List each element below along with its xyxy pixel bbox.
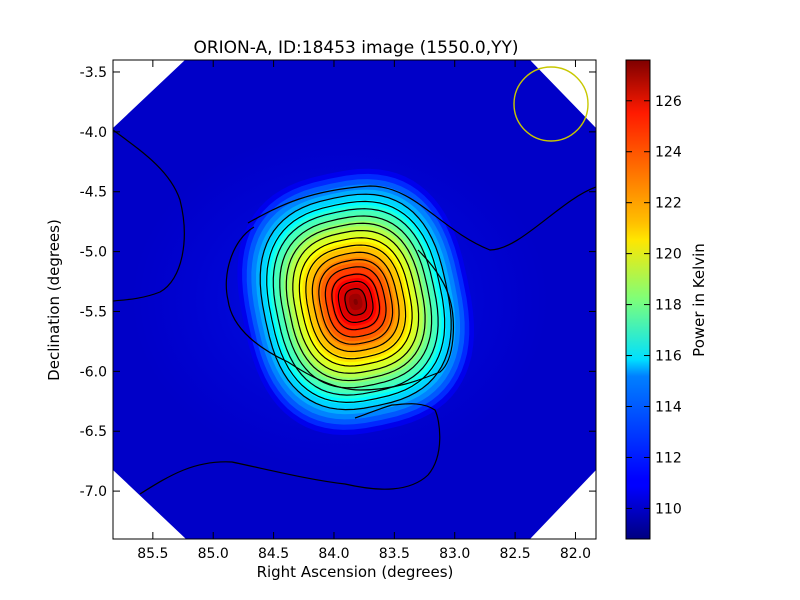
contour-line (331, 273, 381, 331)
y-tick-label: -5.5 (80, 304, 107, 320)
x-tick-label: 83.5 (379, 546, 410, 562)
contour-line (298, 237, 413, 367)
contour-level (266, 200, 446, 403)
contour-line (337, 280, 374, 323)
plot-area (112, 59, 597, 540)
beam-circle (513, 66, 589, 142)
colorbar-tick-label: 116 (655, 349, 682, 365)
contour-line (285, 222, 426, 382)
contour-line (292, 229, 420, 374)
x-tick-label: 84.5 (258, 546, 289, 562)
colorbar-tick-label: 122 (655, 196, 682, 212)
contour-line (272, 208, 439, 396)
chart-title: ORION-A, ID:18453 image (1550.0,YY) (193, 38, 518, 58)
contour-level (259, 193, 452, 411)
contour-level (344, 288, 368, 316)
y-tick-label: -4.0 (80, 125, 107, 141)
contour-line (279, 215, 433, 389)
y-tick-label: -3.5 (80, 65, 107, 81)
y-tick-label: -6.5 (80, 424, 107, 440)
emission-band (353, 298, 358, 305)
contour-level (285, 222, 426, 382)
contour-line (311, 251, 400, 353)
y-tick-label: -6.0 (80, 364, 107, 380)
x-tick-label: 85.0 (198, 546, 229, 562)
x-tick-label: 85.5 (137, 546, 168, 562)
blank-corner-bottom-right (530, 470, 596, 539)
contour-level (311, 251, 400, 353)
contour-level (318, 258, 394, 345)
contour-line (344, 288, 368, 316)
contour-left-blob (113, 129, 185, 302)
y-tick-label: -4.5 (80, 185, 107, 201)
colorbar-gradient (625, 59, 651, 540)
colorbar-tick-label: 118 (655, 298, 682, 314)
colorbar-label: Power in Kelvin (690, 243, 708, 357)
contour-lower (139, 403, 441, 495)
colorbar-tick-label: 120 (655, 247, 682, 263)
blank-corner-top-left (113, 60, 185, 128)
contour-line (318, 258, 394, 345)
contours (113, 129, 596, 495)
x-tick-label: 83.0 (439, 546, 470, 562)
y-axis: -3.5 -4.0 -4.5 -5.0 -5.5 -6.0 -6.5 -7.0 (80, 65, 596, 500)
colorbar-ticks: 110 112 114 116 118 120 122 124 126 (626, 94, 682, 517)
y-tick-label: -7.0 (80, 484, 107, 500)
contour-line (259, 193, 452, 411)
contour-level (324, 266, 387, 338)
contour-level (279, 215, 433, 389)
contour-line (305, 244, 407, 360)
contour-level (298, 237, 413, 367)
contour-line (266, 200, 446, 403)
y-tick-label: -5.0 (80, 245, 107, 261)
colorbar: 110 112 114 116 118 120 122 124 126 Power in Kel… (625, 59, 708, 540)
plot-frame (112, 59, 597, 540)
blank-corner-top-right (530, 60, 596, 128)
blank-corner-bottom-left (113, 470, 186, 539)
colorbar-tick-label: 112 (655, 450, 682, 466)
contour-level (305, 244, 407, 360)
colorbar-tick-label: 110 (655, 501, 682, 517)
source-contours (259, 193, 452, 411)
x-tick-label: 82.5 (500, 546, 531, 562)
contour-level (292, 229, 420, 374)
contour-line (324, 266, 387, 338)
contour-outer (225, 185, 596, 391)
contour-level (331, 273, 381, 331)
colorbar-tick-label: 126 (655, 94, 682, 110)
colorbar-tick-label: 124 (655, 145, 682, 161)
x-axis-label: Right Ascension (degrees) (257, 563, 454, 581)
colorbar-tick-label: 114 (655, 400, 682, 416)
x-axis: 85.5 85.0 84.5 84.0 83.5 83.0 82.5 82.0 (137, 60, 591, 562)
emission-level (353, 298, 358, 305)
x-tick-label: 82.0 (560, 546, 591, 562)
contour-level (337, 280, 374, 323)
x-tick-label: 84.0 (318, 546, 349, 562)
contour-level (272, 208, 439, 396)
y-axis-label: Declination (degrees) (45, 219, 63, 381)
